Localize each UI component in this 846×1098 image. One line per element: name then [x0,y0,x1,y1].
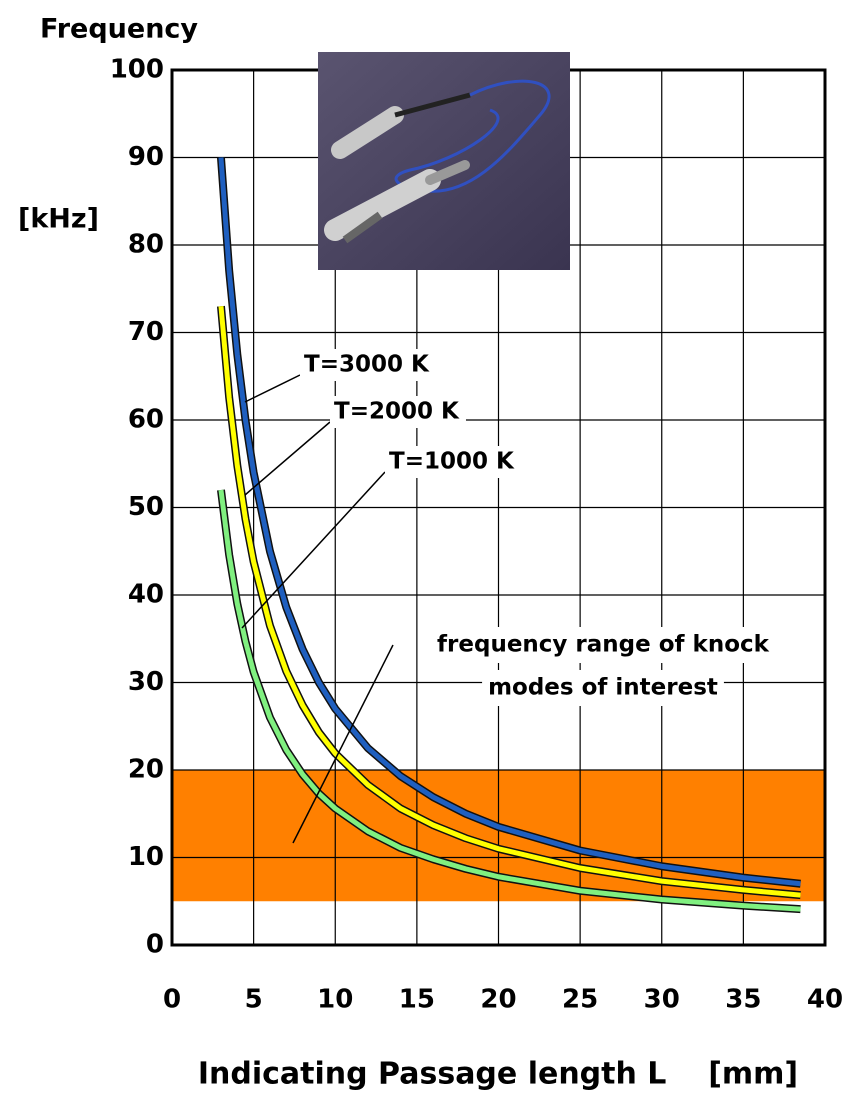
y-tick-label: 50 [128,492,164,522]
leader-line [241,471,386,629]
x-tick-label: 25 [562,985,598,1015]
probe-photo [318,52,570,270]
y-tick-label: 0 [146,930,164,960]
y-tick-label: 10 [128,842,164,872]
y-tick-label: 80 [128,230,164,260]
x-tick-label: 0 [163,985,181,1015]
annotation: modes of interest [488,675,718,701]
x-tick-label: 5 [245,985,263,1015]
y-axis-label: Frequency [40,14,198,45]
x-tick-label: 35 [725,985,761,1015]
label-bg [330,396,466,428]
x-tick-label: 15 [399,985,435,1015]
x-tick-label: 40 [807,985,843,1015]
y-tick-label: 60 [128,405,164,435]
leader-line [244,421,331,496]
y-axis-unit: [kHz] [18,204,99,235]
y-tick-label: 30 [128,667,164,697]
leader-line [244,374,301,403]
x-tick-label: 10 [317,985,353,1015]
annotation: frequency range of knock [437,632,770,658]
legend-label: T=1000 K [389,449,515,475]
y-tick-label: 100 [110,55,164,85]
x-axis-label: Indicating Passage length L [mm] [198,1057,798,1092]
y-tick-label: 70 [128,317,164,347]
legend-label: T=2000 K [334,399,460,425]
series-line [218,489,801,912]
legend-label: T=3000 K [304,352,430,378]
leader-line [292,644,394,844]
label-bg [431,627,776,663]
label-bg [300,349,436,381]
label-bg [482,670,724,706]
series-line [218,306,801,898]
y-tick-label: 90 [128,142,164,172]
y-tick-label: 20 [128,755,164,785]
y-tick-label: 40 [128,580,164,610]
x-tick-label: 30 [644,985,680,1015]
x-tick-label: 20 [480,985,516,1015]
label-bg [385,446,521,478]
series-line [218,157,801,887]
